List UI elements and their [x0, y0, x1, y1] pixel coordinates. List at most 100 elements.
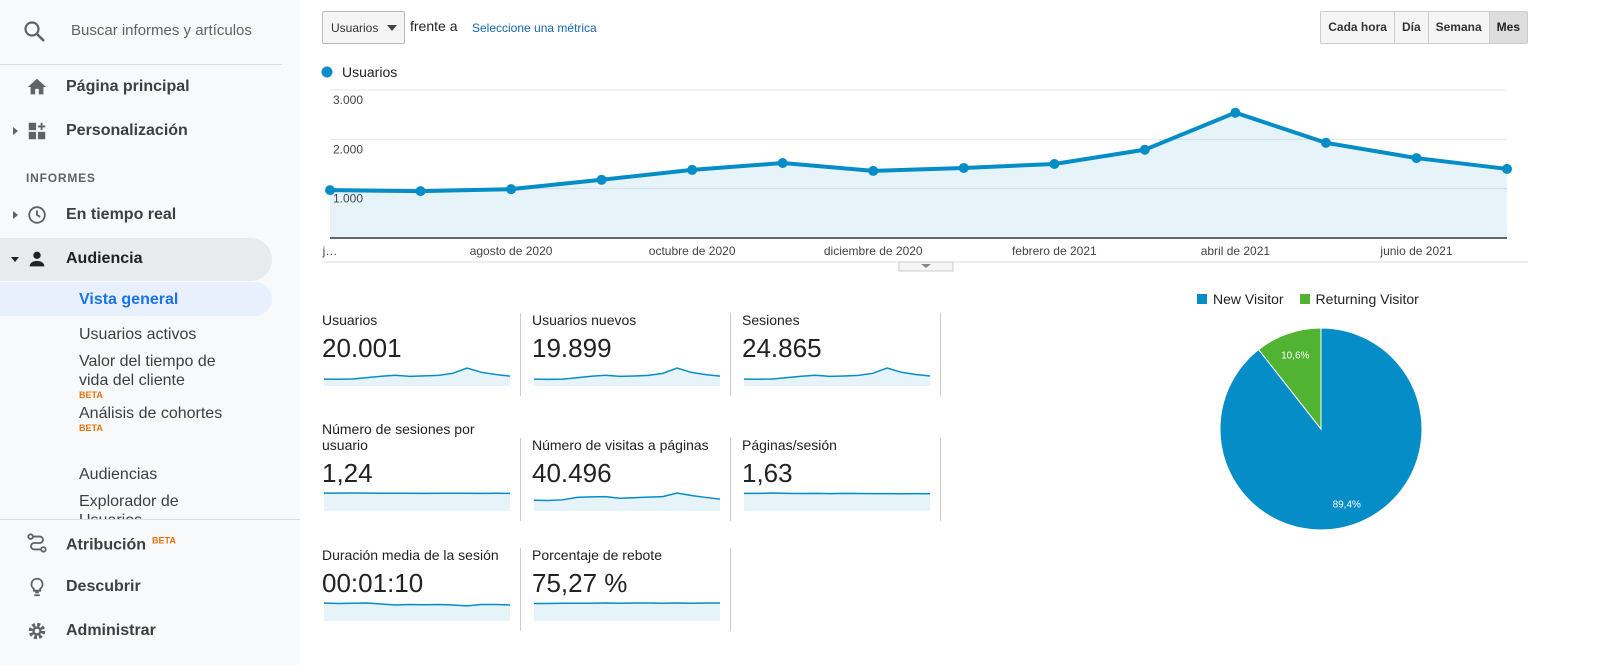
sub-nav-item[interactable]: Explorador de Usuarios: [79, 493, 179, 519]
sparkline-area: [324, 368, 510, 386]
metric-value: 19.899: [532, 333, 612, 363]
nav-item[interactable]: Atribución BETA: [66, 530, 176, 555]
nav-item[interactable]: Personalización: [66, 122, 188, 139]
sparkline: [533, 492, 721, 502]
point: [415, 186, 426, 197]
metric-label: Número de sesiones por usuario: [322, 421, 475, 453]
x-tick-label: abril de 2021: [1201, 244, 1271, 258]
point: [506, 184, 517, 195]
sparkline: [323, 602, 511, 607]
sparkline: [533, 367, 721, 381]
section-title: INFORMES: [26, 171, 96, 185]
metric-divider: [520, 548, 521, 631]
sparkline-area: [324, 603, 510, 621]
person-icon: [29, 251, 45, 267]
metric-label: Sesiones: [742, 312, 800, 328]
search-input[interactable]: Buscar informes y artículos: [71, 22, 252, 39]
clock-icon: [28, 206, 46, 224]
granularity-button[interactable]: Mes: [1488, 12, 1527, 43]
nav-item[interactable]: En tiempo real: [66, 206, 177, 223]
metric-value: 00:01:10: [322, 568, 424, 598]
compare-link[interactable]: Seleccione una métrica: [472, 21, 597, 35]
search-icon[interactable]: [23, 20, 47, 44]
legend-marker: [321, 66, 333, 78]
attribution-icon: [27, 533, 47, 553]
x-tick-label: diciembre de 2020: [824, 244, 923, 258]
point: [1502, 163, 1512, 174]
gear-icon: [28, 622, 46, 640]
metric-value: 20.001: [322, 333, 402, 363]
sparkline-area: [744, 493, 930, 511]
sidebar: Buscar informes y artículos Página princ…: [0, 0, 300, 665]
legend-swatch: [1299, 294, 1310, 304]
sparkline-area: [744, 368, 930, 386]
divider: [0, 519, 300, 520]
slice-label: 89,4%: [1333, 499, 1361, 510]
metric-label: Usuarios nuevos: [532, 312, 637, 328]
point: [868, 165, 879, 176]
legend-item: New Visitor: [1197, 291, 1284, 307]
nav-item[interactable]: Administrar: [66, 622, 156, 639]
y-tick-label: 3.000: [333, 93, 363, 107]
legend-label: Usuarios: [342, 64, 397, 80]
bulb-icon: [30, 577, 44, 597]
nav-item[interactable]: Descubrir: [66, 578, 141, 595]
beta-badge: BETA: [79, 423, 103, 433]
metric-dropdown[interactable]: Usuarios: [322, 11, 405, 44]
metric-label: Duración media de la sesión: [322, 547, 499, 563]
beta-badge: BETA: [152, 535, 176, 546]
legend-swatch: [1197, 294, 1207, 304]
home-icon: [27, 78, 47, 95]
sparkline-area: [534, 368, 720, 386]
sub-nav-item[interactable]: Usuarios activos: [79, 326, 197, 343]
pie-slice: [1257, 327, 1322, 431]
point: [596, 174, 607, 185]
granularity-button[interactable]: Semana: [1427, 12, 1489, 43]
metric-value: 75,27 %: [532, 568, 628, 598]
sub-nav-label: Valor del tiempo de vida del cliente: [79, 353, 216, 389]
metric-divider: [730, 438, 731, 521]
metric-divider: [520, 438, 521, 521]
metric-value: 1,24: [322, 458, 373, 488]
dashboard-icon: [28, 122, 46, 140]
active-item-bg: [0, 282, 272, 316]
metric-divider: [730, 548, 731, 631]
nav-item[interactable]: Página principal: [66, 78, 190, 95]
metric-value: 1,63: [742, 458, 793, 488]
dropdown-caret: [387, 25, 397, 31]
metric-label: Usuarios: [322, 312, 378, 328]
sub-nav-item[interactable]: Análisis de cohortes BETA: [79, 404, 224, 434]
active-group-bg: [0, 238, 272, 281]
point: [777, 158, 788, 169]
sub-nav-item[interactable]: Audiencias: [79, 466, 158, 483]
sparkline: [743, 492, 931, 495]
metric-divider: [940, 313, 941, 396]
granularity-button[interactable]: Cada hora: [1320, 12, 1394, 43]
metric-label: Número de visitas a páginas: [532, 437, 709, 453]
metric-value: 24.865: [742, 333, 822, 363]
metric-label: Porcentaje de rebote: [532, 547, 662, 563]
x-tick-label: j…: [322, 244, 338, 258]
granularity-button[interactable]: Día: [1393, 12, 1428, 43]
nav-label: Atribución: [66, 536, 146, 554]
granularity-buttons: Cada hora Día Semana Mes: [1320, 11, 1528, 44]
metric-value: 40.496: [532, 458, 612, 488]
pie-legend: New Visitor Returning Visitor: [1197, 291, 1419, 307]
sub-nav-item[interactable]: Valor del tiempo de vida del cliente BETA: [79, 352, 224, 401]
x-tick-label: febrero de 2021: [1012, 244, 1097, 258]
expand-caret[interactable]: [10, 126, 20, 136]
collapse-caret[interactable]: [10, 254, 20, 264]
expand-caret[interactable]: [10, 210, 20, 220]
x-tick-label: octubre de 2020: [649, 244, 736, 258]
resize-caret: [921, 264, 931, 268]
beta-badge: BETA: [79, 390, 103, 400]
nav-item[interactable]: Audiencia: [66, 250, 143, 267]
sub-nav-item[interactable]: Vista general: [79, 291, 179, 308]
dropdown-label: Usuarios: [331, 21, 379, 35]
x-tick-label: junio de 2021: [1379, 244, 1452, 258]
area: [330, 112, 1507, 238]
point: [1049, 159, 1060, 169]
point: [1411, 153, 1422, 164]
